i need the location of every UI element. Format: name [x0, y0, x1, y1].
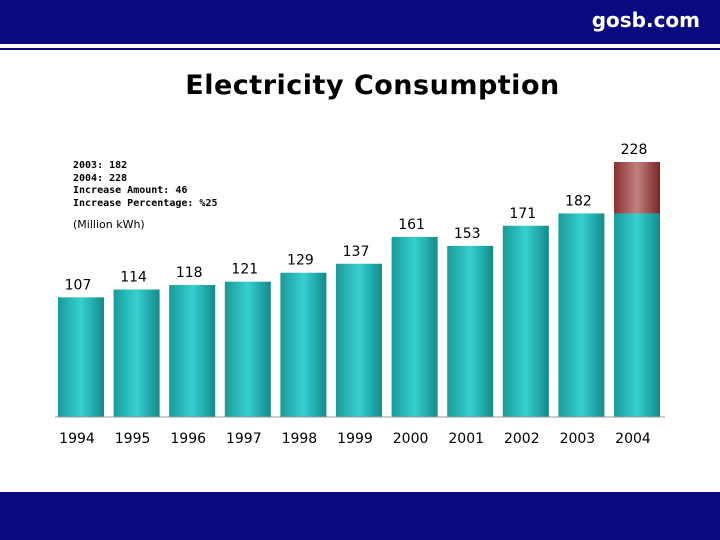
value-label-2001: 153	[454, 226, 481, 242]
category-label-1994: 1994	[59, 431, 95, 447]
bar-1998	[280, 272, 327, 417]
chart-title: Electricity Consumption	[185, 70, 560, 101]
header-bar: gosb.com	[0, 0, 720, 44]
header-rule	[0, 44, 720, 50]
value-label-2002: 171	[509, 206, 536, 222]
value-label-1998: 129	[287, 253, 314, 269]
value-label-1995: 114	[120, 270, 147, 286]
category-label-2003: 2003	[560, 431, 596, 447]
y-axis-unit-label: (Million kWh)	[73, 218, 145, 231]
bar-2003	[558, 213, 605, 417]
value-label-2003: 182	[565, 193, 592, 209]
category-label-2004: 2004	[615, 431, 651, 447]
annotation-line: Increase Percentage: %25	[73, 197, 218, 209]
value-label-1994: 107	[65, 277, 92, 293]
value-label-1997: 121	[231, 262, 258, 278]
bar-1994	[58, 297, 104, 417]
bar-1997	[224, 281, 271, 417]
bar-2004	[614, 213, 660, 417]
category-label-1996: 1996	[170, 431, 206, 447]
value-label-2000: 161	[398, 217, 425, 233]
bar-2001	[447, 245, 494, 417]
bar-increase-2004	[614, 162, 660, 214]
value-label-1996: 118	[176, 265, 203, 281]
bar-1996	[169, 285, 216, 417]
category-label-1995: 1995	[115, 431, 151, 447]
annotation-line: 2003: 182	[73, 160, 128, 171]
footer-bar	[0, 492, 720, 540]
category-label-1998: 1998	[282, 431, 318, 447]
category-label-2001: 2001	[448, 431, 484, 447]
value-label-1999: 137	[343, 244, 370, 260]
brand-label[interactable]: gosb.com	[591, 8, 700, 32]
bar-1995	[113, 289, 160, 417]
category-label-2000: 2000	[393, 431, 429, 447]
category-label-2002: 2002	[504, 431, 540, 447]
category-label-1997: 1997	[226, 431, 262, 447]
annotation-line: 2004: 228	[73, 172, 128, 184]
value-label-2004: 228	[621, 142, 648, 158]
bar-2000	[391, 236, 438, 417]
bar-1999	[336, 263, 382, 417]
annotation-line: Increase Amount: 46	[73, 185, 188, 196]
annotation-box: 2003: 182 2004: 228 Increase Amount: 46 …	[73, 160, 218, 210]
category-label-1999: 1999	[337, 431, 373, 447]
bar-2002	[502, 225, 549, 417]
